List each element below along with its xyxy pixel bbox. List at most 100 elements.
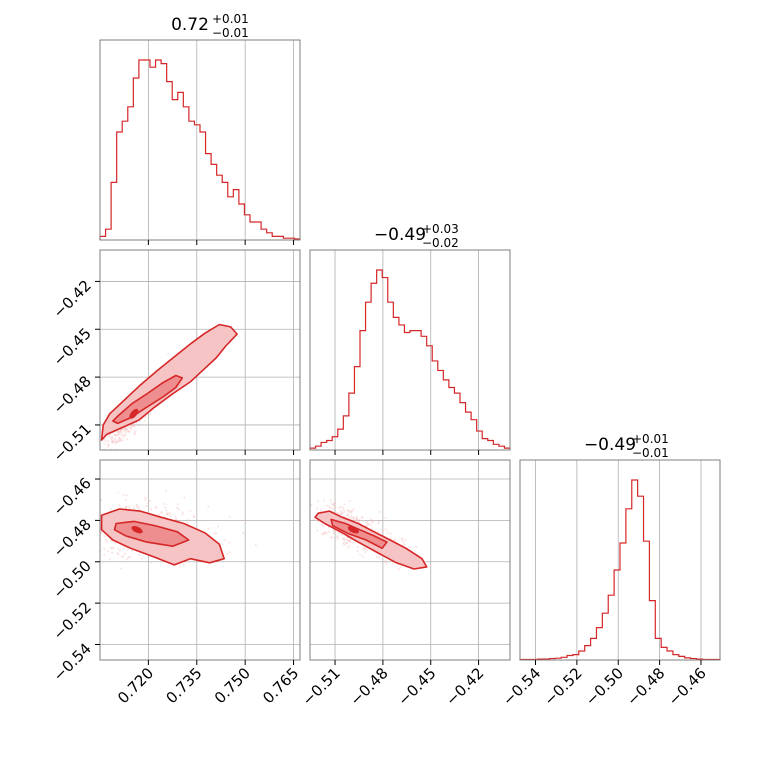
sample-point — [347, 539, 350, 542]
sample-point — [241, 532, 245, 535]
sample-point — [329, 499, 333, 502]
sample-point — [133, 423, 136, 427]
sample-point — [98, 503, 100, 505]
contour-core — [131, 525, 143, 534]
sample-point — [361, 516, 364, 519]
sample-point — [118, 436, 121, 440]
sample-point — [350, 514, 353, 518]
sample-point — [355, 518, 358, 521]
panel-title: −0.49 — [374, 225, 426, 245]
sample-point — [397, 568, 400, 571]
title-minus: −0.01 — [212, 26, 249, 40]
sample-point — [356, 545, 360, 549]
joint-panel-2-3: −0.51 −0.48 −0.45 −0.42 — [299, 459, 511, 709]
sample-point — [332, 502, 335, 505]
x-tick-label: 0.765 — [259, 664, 302, 707]
sample-point — [118, 504, 121, 507]
sample-point — [384, 516, 387, 519]
sample-point — [174, 518, 177, 521]
sample-point — [349, 511, 353, 514]
sample-point — [207, 527, 210, 530]
sample-point — [169, 514, 172, 517]
sample-point — [149, 508, 153, 511]
sample-point — [125, 494, 129, 497]
sample-point — [90, 545, 92, 547]
sample-point — [378, 520, 381, 523]
sample-point — [404, 539, 407, 542]
sample-point — [92, 535, 94, 537]
sample-point — [377, 522, 380, 525]
sample-point — [117, 434, 120, 437]
sample-point — [177, 508, 180, 511]
sample-point — [115, 440, 118, 443]
sample-point — [107, 550, 110, 553]
sample-point — [124, 429, 127, 432]
sample-point — [336, 537, 340, 540]
sample-point — [375, 556, 378, 559]
sample-point — [176, 506, 179, 510]
sample-point — [117, 433, 120, 436]
sample-point — [385, 561, 388, 564]
x-tick-label: −0.52 — [540, 664, 585, 709]
sample-point — [356, 519, 359, 522]
sample-point — [175, 518, 178, 521]
sample-point — [76, 510, 78, 512]
sample-point — [85, 516, 87, 518]
sample-point — [362, 555, 365, 558]
sample-point — [133, 433, 136, 436]
sample-point — [364, 546, 367, 550]
sample-point — [348, 544, 351, 547]
y-tick-label: −0.51 — [50, 420, 95, 465]
sample-point — [103, 547, 106, 550]
sample-point — [347, 509, 350, 513]
sample-point — [112, 441, 115, 444]
sample-point — [181, 513, 184, 516]
sample-point — [88, 545, 90, 547]
hist-panel-3: −0.54−0.52−0.50−0.48−0.46 −0.49+0.01−0.01 — [499, 432, 721, 709]
sample-point — [109, 508, 113, 511]
sample-point — [332, 530, 335, 533]
joint-content — [76, 489, 257, 570]
sample-point — [214, 532, 218, 535]
sample-point — [94, 499, 96, 501]
contour-core — [347, 525, 359, 534]
x-tick-label: −0.48 — [623, 664, 668, 709]
sample-point — [347, 514, 350, 518]
sample-point — [192, 515, 196, 518]
sample-point — [132, 424, 136, 427]
sample-point — [340, 505, 343, 508]
sample-point — [111, 551, 114, 554]
sample-point — [349, 517, 352, 520]
sample-point — [120, 431, 124, 434]
sample-point — [128, 430, 131, 433]
sample-point — [128, 430, 131, 434]
sample-point — [176, 503, 179, 506]
sample-point — [121, 434, 124, 437]
sample-point — [138, 506, 141, 510]
sample-point — [95, 517, 97, 519]
sample-point — [91, 439, 93, 441]
sample-point — [122, 427, 125, 430]
panel-frame — [99, 249, 301, 451]
title-minus: −0.02 — [422, 236, 459, 250]
sample-point — [117, 440, 120, 443]
sample-point — [91, 518, 93, 520]
sample-point — [108, 558, 111, 561]
sample-point — [111, 439, 114, 442]
sample-point — [345, 541, 348, 545]
sample-point — [96, 521, 98, 523]
sample-point — [341, 507, 345, 510]
sample-point — [98, 537, 100, 539]
panel-frame — [519, 459, 721, 661]
sample-point — [228, 551, 231, 554]
sample-point — [123, 552, 127, 555]
sample-point — [254, 543, 257, 547]
panel-title: 0.72 — [171, 15, 209, 35]
x-tick-label: 0.750 — [211, 664, 254, 707]
sample-point — [136, 505, 139, 509]
sample-point — [87, 460, 89, 462]
y-tick-label: −0.50 — [50, 557, 95, 602]
sample-point — [304, 507, 306, 509]
sample-point — [122, 433, 125, 437]
sample-point — [384, 528, 387, 531]
